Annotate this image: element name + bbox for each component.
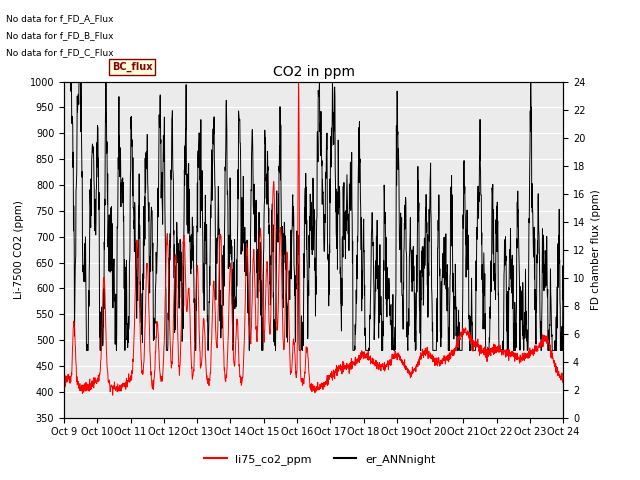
Text: No data for f_FD_C_Flux: No data for f_FD_C_Flux: [6, 48, 114, 57]
Text: BC_flux: BC_flux: [112, 61, 152, 72]
Y-axis label: Li-7500 CO2 (ppm): Li-7500 CO2 (ppm): [14, 200, 24, 299]
Title: CO2 in ppm: CO2 in ppm: [273, 65, 355, 79]
Legend: li75_co2_ppm, er_ANNnight: li75_co2_ppm, er_ANNnight: [200, 450, 440, 469]
Y-axis label: FD chamber flux (ppm): FD chamber flux (ppm): [591, 189, 601, 310]
Text: No data for f_FD_B_Flux: No data for f_FD_B_Flux: [6, 31, 114, 40]
Text: No data for f_FD_A_Flux: No data for f_FD_A_Flux: [6, 14, 114, 24]
